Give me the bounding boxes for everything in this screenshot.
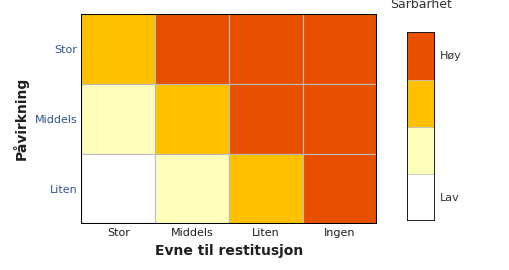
Bar (303, 14, 377, 84)
Bar (155, 14, 229, 84)
X-axis label: Evne til restitusjon: Evne til restitusjon (155, 244, 303, 258)
Bar (407, 127, 435, 174)
Bar (407, 174, 435, 221)
Bar (229, 154, 303, 224)
Bar (81, 14, 155, 84)
Bar (155, 154, 229, 224)
Text: Sårbarhet: Sårbarhet (390, 0, 452, 11)
Bar (407, 32, 435, 80)
Bar (81, 154, 155, 224)
Text: Høy: Høy (440, 51, 462, 61)
Text: Lav: Lav (440, 193, 460, 203)
Bar (407, 80, 435, 127)
Bar (303, 154, 377, 224)
Bar (155, 84, 229, 154)
Y-axis label: Påvirkning: Påvirkning (13, 77, 29, 160)
Bar (229, 84, 303, 154)
Bar (81, 84, 155, 154)
Bar (303, 84, 377, 154)
Bar (229, 14, 303, 84)
